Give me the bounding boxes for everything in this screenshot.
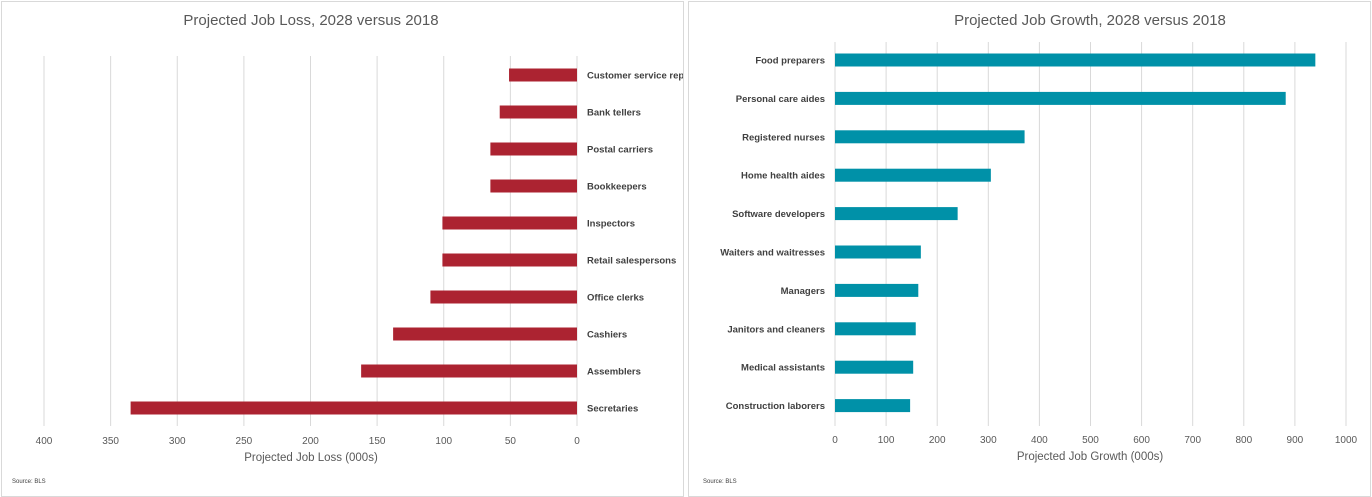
tick-label: 1000 xyxy=(1335,435,1358,446)
bar-home-health-aides xyxy=(835,168,991,182)
bar-cashiers xyxy=(393,327,577,341)
category-label: Inspectors xyxy=(587,219,635,230)
bar-registered-nurses xyxy=(835,130,1025,144)
bar-janitors-and-cleaners xyxy=(835,322,916,336)
category-label: Medical assistants xyxy=(741,363,825,374)
bar-construction-laborers xyxy=(835,399,911,413)
job-growth-chart: Projected Job Growth, 2028 versus 2018 0 1… xyxy=(703,12,1358,485)
category-label: Bookkeepers xyxy=(587,182,647,193)
bar-assemblers xyxy=(361,364,577,378)
category-label: Construction laborers xyxy=(726,401,825,412)
source-note: Source: BLS xyxy=(12,479,46,485)
tick-label: 250 xyxy=(236,436,253,447)
category-label: Registered nurses xyxy=(742,132,825,143)
category-label: Assemblers xyxy=(587,367,641,378)
bar-postal-carriers xyxy=(490,142,577,156)
chart-title: Projected Job Loss, 2028 versus 2018 xyxy=(183,12,438,29)
tick-label: 900 xyxy=(1287,435,1304,446)
tick-label: 50 xyxy=(505,436,517,447)
bar-medical-assistants xyxy=(835,360,914,374)
job-loss-chart: Projected Job Loss, 2028 versus 2018 400 3… xyxy=(12,12,683,485)
bar-software-developers xyxy=(835,207,958,221)
tick-label: 200 xyxy=(929,435,946,446)
tick-label: 100 xyxy=(878,435,895,446)
x-axis-title: Projected Job Loss (000s) xyxy=(244,452,378,464)
category-label: Bank tellers xyxy=(587,108,641,119)
category-label: Food preparers xyxy=(755,56,825,67)
tick-label: 700 xyxy=(1184,435,1201,446)
tick-label: 150 xyxy=(369,436,386,447)
tick-label: 600 xyxy=(1133,435,1150,446)
tick-label: 300 xyxy=(980,435,997,446)
bar-office-clerks xyxy=(430,290,577,304)
tick-label: 400 xyxy=(36,436,53,447)
tick-label: 350 xyxy=(102,436,119,447)
tick-label: 100 xyxy=(435,436,452,447)
category-label: Office clerks xyxy=(587,293,644,304)
tick-label: 300 xyxy=(169,436,186,447)
job-loss-chart-panel: Projected Job Loss, 2028 versus 2018 400 3… xyxy=(1,1,684,497)
bar-managers xyxy=(835,283,919,297)
chart-title: Projected Job Growth, 2028 versus 2018 xyxy=(954,12,1226,29)
tick-label: 400 xyxy=(1031,435,1048,446)
x-axis-title: Projected Job Growth (000s) xyxy=(1017,451,1164,463)
bar-retail-salespersons xyxy=(442,253,577,267)
job-growth-chart-panel: Projected Job Growth, 2028 versus 2018 0 1… xyxy=(688,1,1371,497)
tick-label: 500 xyxy=(1082,435,1099,446)
category-label: Managers xyxy=(781,286,825,297)
bar-inspectors xyxy=(442,216,577,230)
category-label: Retail salespersons xyxy=(587,256,676,267)
category-label: Waiters and waitresses xyxy=(720,248,825,259)
category-label: Janitors and cleaners xyxy=(727,324,825,335)
source-note: Source: BLS xyxy=(703,479,737,485)
bar-customer-service-reps xyxy=(509,68,577,82)
bar-secretaries xyxy=(130,401,578,415)
bar-bank-tellers xyxy=(499,105,577,119)
category-label: Cashiers xyxy=(587,330,627,341)
tick-label: 0 xyxy=(574,436,580,447)
bar-food-preparers xyxy=(835,53,1316,67)
bar-personal-care-aides xyxy=(835,91,1286,105)
category-label: Customer service reps xyxy=(587,71,683,82)
tick-label: 0 xyxy=(832,435,838,446)
bar-waiters-and-waitresses xyxy=(835,245,921,259)
category-label: Postal carriers xyxy=(587,145,653,156)
category-label: Personal care aides xyxy=(736,94,825,105)
category-label: Secretaries xyxy=(587,404,638,415)
category-label: Home health aides xyxy=(741,171,825,182)
bar-bookkeepers xyxy=(490,179,577,193)
tick-label: 800 xyxy=(1235,435,1252,446)
tick-label: 200 xyxy=(302,436,319,447)
category-label: Software developers xyxy=(732,209,825,220)
